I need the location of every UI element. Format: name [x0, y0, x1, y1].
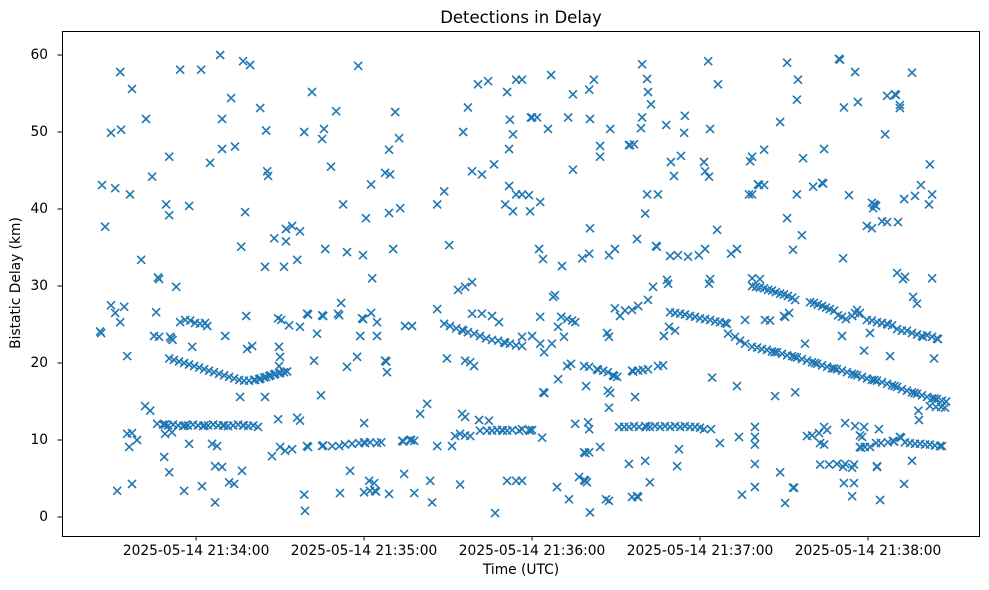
- chart-title: Detections in Delay: [440, 8, 602, 27]
- y-tick-label: 0: [39, 508, 48, 525]
- y-tick-label: 20: [30, 354, 48, 371]
- x-axis-label: Time (UTC): [482, 562, 560, 578]
- y-axis-label: Bistatic Delay (km): [8, 217, 24, 349]
- x-tick-label: 2025-05-14 21:38:00: [794, 543, 942, 559]
- x-tick-label: 2025-05-14 21:37:00: [626, 543, 774, 559]
- y-tick-label: 40: [30, 201, 48, 217]
- y-tick-label: 10: [30, 431, 48, 448]
- y-tick-label: 30: [30, 278, 48, 294]
- y-tick-label: 60: [30, 47, 48, 64]
- x-tick-label: 2025-05-14 21:35:00: [290, 543, 438, 559]
- scatter-points: [95, 50, 951, 518]
- y-tick-label: 50: [30, 124, 48, 140]
- x-tick-label: 2025-05-14 21:36:00: [458, 543, 606, 559]
- x-tick-label: 2025-05-14 21:34:00: [122, 543, 270, 559]
- axes-spines: [62, 31, 980, 537]
